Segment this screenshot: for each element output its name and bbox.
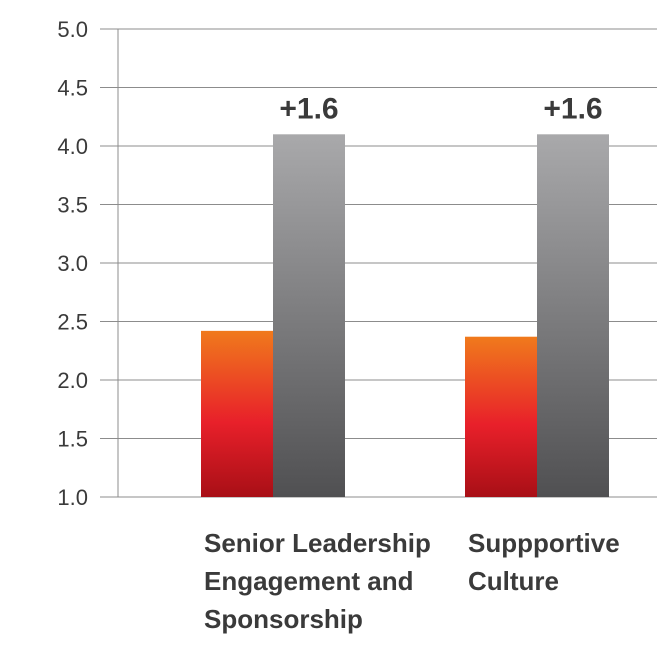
y-tick-label: 1.5 [57, 427, 88, 452]
bar-before [465, 336, 537, 497]
bars-layer [201, 134, 609, 498]
category-label-line: Suppportive [468, 528, 620, 558]
delta-annotation: +1.6 [279, 92, 338, 125]
bar-after [273, 134, 345, 498]
y-tick-label: 2.0 [57, 368, 88, 393]
labels-layer: 1.0 1.5 2.0 2.5 3.0 3.5 4.0 4.5 5.0 +1.6 Senior Le… [57, 17, 619, 634]
category-label-line: Sponsorship [204, 604, 363, 634]
category-label: Suppportive Culture [468, 528, 620, 596]
y-tick-label: 4.0 [57, 134, 88, 159]
y-tick-label: 2.5 [57, 310, 88, 335]
grid-layer [100, 28, 657, 498]
bar-before [201, 330, 273, 497]
bar-after [537, 134, 609, 498]
category-label: Senior Leadership Engagement and Sponsorsh… [204, 528, 431, 634]
delta-annotation: +1.6 [543, 92, 602, 125]
y-tick-label: 1.0 [57, 485, 88, 510]
y-tick-label: 3.0 [57, 251, 88, 276]
y-tick-label: 4.5 [57, 76, 88, 101]
y-tick-label: 5.0 [57, 17, 88, 42]
category-label-line: Culture [468, 566, 559, 596]
y-tick-label: 3.5 [57, 193, 88, 218]
category-label-line: Senior Leadership [204, 528, 431, 558]
category-label-line: Engagement and [204, 566, 413, 596]
